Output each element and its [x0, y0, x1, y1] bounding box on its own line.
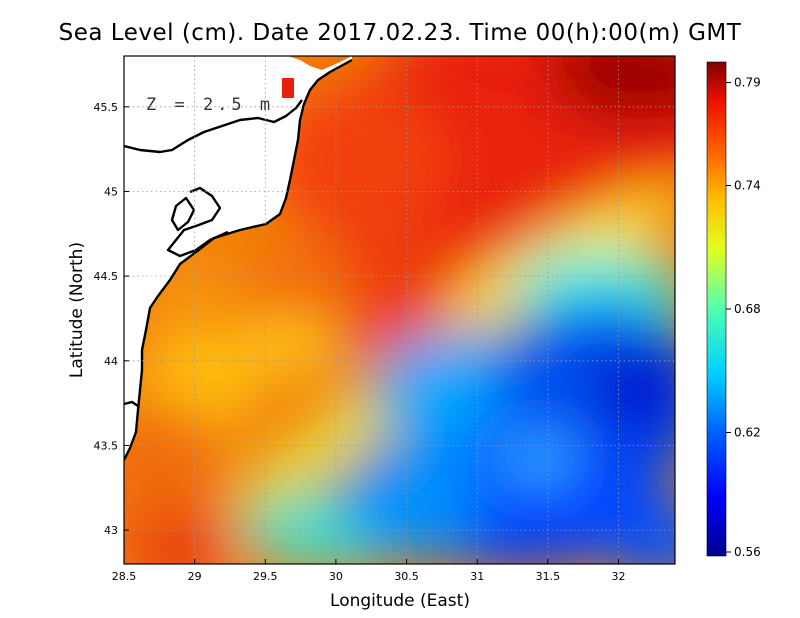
colorbar-gradient [706, 61, 727, 557]
plot-frame [123, 55, 676, 565]
coastline [124, 58, 353, 461]
map-title: Sea Level (cm). Date 2017.02.23. Time 00… [58, 20, 742, 46]
depth-annotation: Z = 2.5 m [146, 95, 274, 115]
y-tick-label: 44 [104, 355, 118, 368]
colorbar-ticks: 0.79 0.74 0.68 0.62 0.56 [726, 76, 761, 559]
delta-red-patch [282, 78, 294, 98]
x-tick-label: 31 [470, 570, 484, 583]
coastline-danube-delta [124, 99, 303, 154]
y-tick-label: 44.5 [94, 270, 119, 283]
x-axis-ticks: 28.5 29 29.5 30 30.5 31 31.5 32 [112, 559, 625, 583]
land-area [124, 56, 352, 460]
field-blobs [124, 56, 675, 564]
sea-level-field [124, 56, 675, 564]
y-tick-label: 43.5 [94, 439, 119, 452]
x-axis-label: Longitude (East) [330, 591, 470, 611]
x-tick-label: 29 [188, 570, 202, 583]
colorbar-tick-label: 0.68 [734, 302, 761, 316]
x-tick-label: 32 [611, 570, 625, 583]
x-tick-label: 31.5 [536, 570, 561, 583]
colorbar-tick-label: 0.62 [734, 426, 761, 440]
y-tick-label: 43 [104, 524, 118, 537]
coastline-lagoon [166, 186, 229, 258]
x-tick-label: 30 [329, 570, 343, 583]
colorbar-tick-label: 0.79 [734, 76, 761, 90]
colorbar-tick-label: 0.56 [734, 545, 761, 559]
y-tick-label: 45.5 [94, 101, 119, 114]
coastline-lake [170, 196, 196, 232]
x-tick-label: 29.5 [253, 570, 278, 583]
gridlines [124, 56, 675, 564]
coastline-southern [124, 400, 139, 407]
x-tick-label: 28.5 [112, 570, 137, 583]
y-axis-ticks: 43 43.5 44 44.5 45 45.5 [94, 101, 129, 537]
colorbar: 0.79 0.74 0.68 0.62 0.56 [706, 61, 761, 559]
y-tick-label: 45 [104, 185, 118, 198]
y-axis-label: Latitude (North) [67, 242, 87, 378]
x-tick-label: 30.5 [394, 570, 419, 583]
land-mask [124, 56, 352, 460]
colorbar-tick-label: 0.74 [734, 179, 761, 193]
